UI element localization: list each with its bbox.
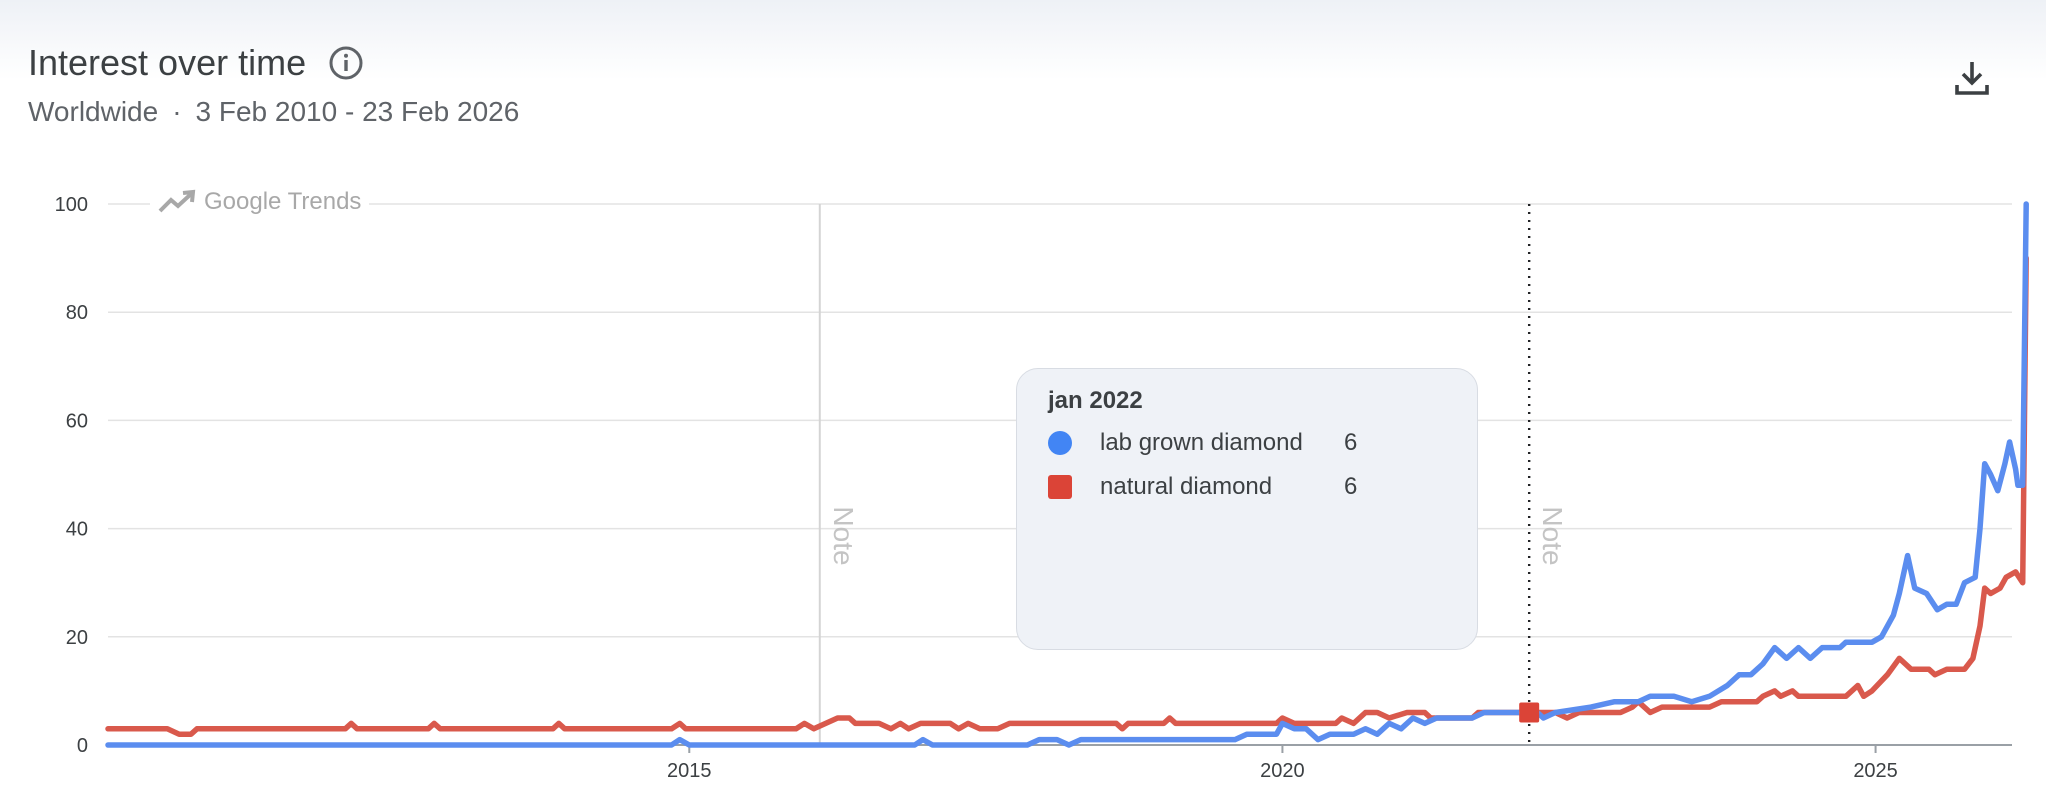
subtitle: Worldwide · 3 Feb 2010 - 23 Feb 2026 (28, 96, 519, 128)
series-line-natural (105, 255, 2029, 737)
highlight-point-natural (1519, 702, 1540, 723)
y-tick-label: 60 (66, 410, 88, 432)
watermark-text: Google Trends (204, 188, 362, 215)
natural-marker-icon (1048, 475, 1072, 499)
y-tick-label: 20 (66, 627, 88, 649)
x-tick-label: 2025 (1853, 760, 1898, 782)
lab-grown-marker-icon (1048, 431, 1072, 455)
tooltip-row-lab: lab grown diamond 6 (1048, 429, 1357, 457)
info-icon[interactable] (328, 45, 364, 81)
y-tick-label: 80 (66, 302, 88, 324)
note-label[interactable]: Note (1537, 506, 1568, 565)
x-tick-label: 2020 (1260, 760, 1305, 782)
y-tick-label: 100 (55, 194, 88, 216)
chart-tooltip: jan 2022 lab grown diamond 6 natural dia… (1016, 368, 1478, 650)
tooltip-date: jan 2022 (1048, 387, 1143, 414)
region-label: Worldwide (28, 96, 159, 127)
tooltip-row-natural: natural diamond 6 (1048, 473, 1357, 501)
series-line-lab-grown (105, 201, 2029, 748)
title-row: Interest over time (28, 42, 364, 84)
google-trends-watermark: Google Trends (150, 188, 370, 216)
y-tick-label: 0 (77, 735, 88, 757)
x-tick-label: 2015 (667, 760, 712, 782)
tooltip-series-value: 6 (1344, 473, 1358, 500)
separator: · (172, 96, 182, 127)
tooltip-series-value: 6 (1344, 429, 1358, 456)
tooltip-series-name: lab grown diamond (1100, 429, 1303, 456)
date-range-label: 3 Feb 2010 - 23 Feb 2026 (195, 96, 520, 127)
y-tick-label: 40 (66, 519, 88, 541)
trending-up-icon (158, 189, 196, 213)
tooltip-series-name: natural diamond (1100, 473, 1273, 500)
chart-title: Interest over time (28, 42, 307, 83)
header-background (0, 0, 2046, 80)
download-icon[interactable] (1952, 58, 1992, 98)
note-label[interactable]: Note (828, 506, 859, 565)
